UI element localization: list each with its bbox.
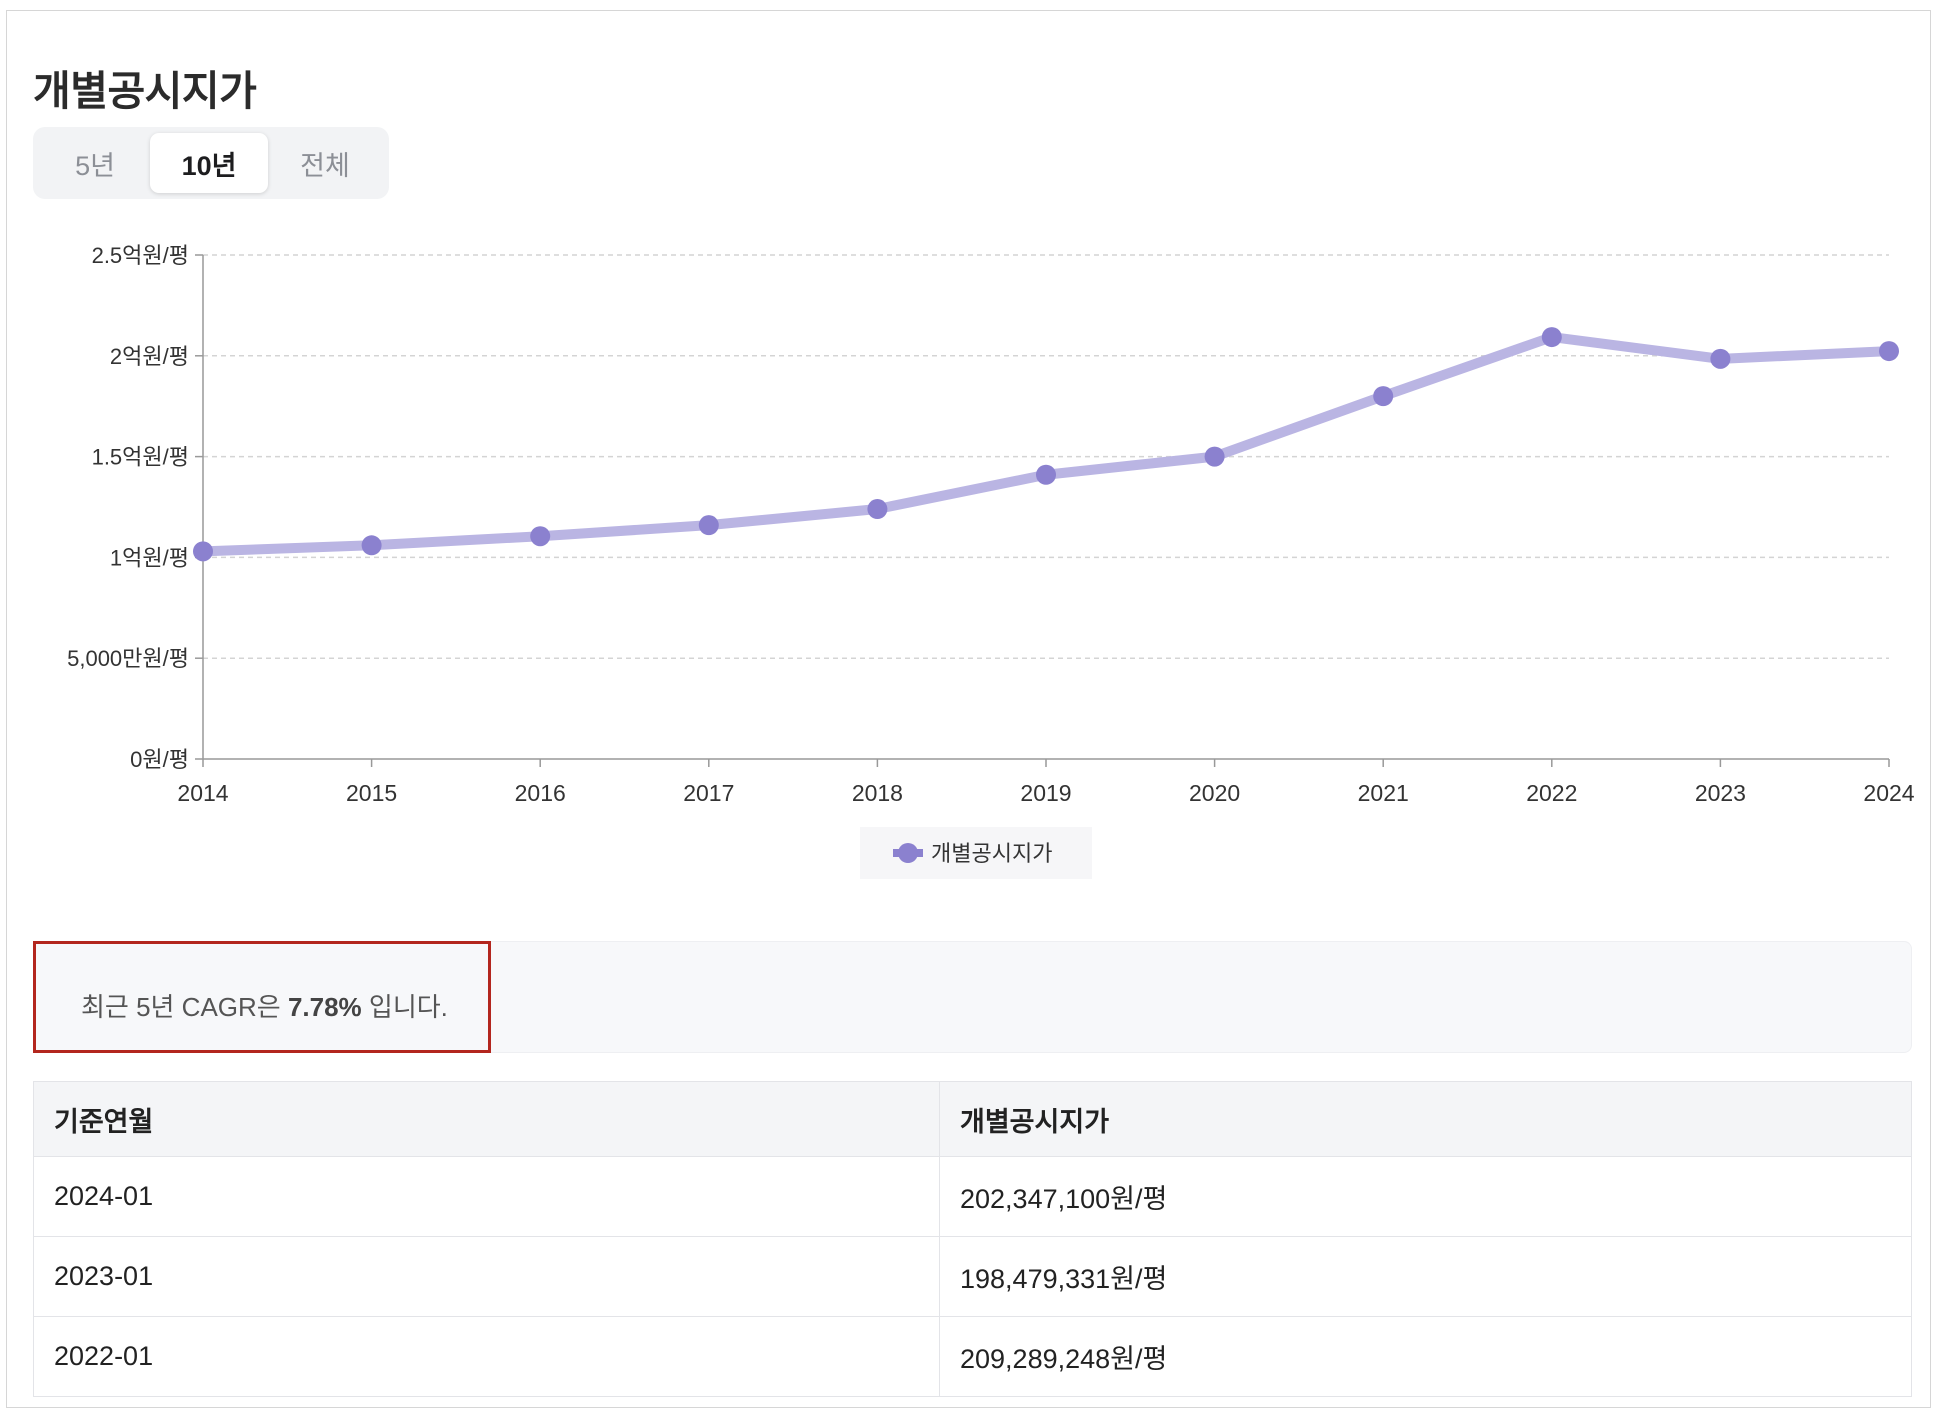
data-point: [530, 526, 551, 547]
y-tick-label: 5,000만원/평: [67, 646, 189, 671]
price-line-chart: 0원/평 5,000만원/평 1억원/평 1.5억원/평 2억원/평 2.5억원/평 201…: [7, 229, 1930, 919]
data-point: [1710, 348, 1731, 369]
cell-date: 2022-01: [33, 1316, 940, 1397]
cagr-highlight-frame: [33, 941, 491, 1053]
period-tabs: 5년 10년 전체: [33, 127, 389, 199]
data-point: [698, 515, 719, 536]
x-tick-label: 2024: [1863, 780, 1914, 806]
x-tick-label: 2023: [1695, 780, 1746, 806]
cell-date: 2024-01: [33, 1156, 940, 1237]
y-tick-label: 2.5억원/평: [92, 243, 189, 268]
x-tick-label: 2019: [1020, 780, 1071, 806]
data-point: [193, 541, 213, 562]
x-tick-label: 2016: [515, 780, 566, 806]
y-tick-label: 1억원/평: [110, 545, 189, 570]
price-history-table: 기준연월 개별공시지가 2024-01 202,347,100원/평 2023-…: [33, 1081, 1912, 1397]
cagr-summary-box: [33, 941, 1912, 1053]
cagr-value: 7.78%: [287, 992, 362, 1022]
data-point: [361, 535, 382, 556]
cagr-suffix: 입니다.: [361, 992, 448, 1022]
cell-price: 202,347,100원/평: [939, 1156, 1912, 1237]
cagr-summary-text: 최근 5년 CAGR은 7.78% 입니다.: [81, 987, 448, 1024]
column-header-date: 기준연월: [33, 1081, 940, 1157]
tab-5-years[interactable]: 5년: [75, 150, 115, 181]
series-line: [198, 332, 1894, 557]
cell-price: 198,479,331원/평: [939, 1236, 1912, 1317]
x-tick-label: 2020: [1189, 780, 1240, 806]
data-point: [1879, 341, 1899, 362]
data-point: [1373, 386, 1394, 407]
land-price-panel: 개별공시지가 5년 10년 전체 0원/평 5,000만원/평 1억원/평 1.5억원…: [6, 10, 1931, 1408]
data-point: [1036, 464, 1056, 485]
legend-label: 개별공시지가: [931, 841, 1052, 866]
column-header-price: 개별공시지가: [939, 1081, 1912, 1157]
data-point: [1204, 446, 1225, 467]
x-tick-label: 2021: [1358, 780, 1409, 806]
y-tick-label: 0원/평: [130, 747, 189, 772]
x-tick-label: 2015: [346, 780, 397, 806]
tab-10-years[interactable]: 10년: [150, 133, 268, 193]
tab-all[interactable]: 전체: [300, 150, 350, 181]
page-title: 개별공시지가: [33, 68, 257, 114]
x-tick-label: 2017: [683, 780, 734, 806]
y-tick-label: 2억원/평: [110, 344, 189, 369]
data-point: [1541, 327, 1562, 348]
data-point: [867, 499, 888, 520]
table-row: 2022-01 209,289,248원/평: [33, 1316, 1912, 1397]
x-tick-label: 2018: [852, 780, 903, 806]
cagr-prefix: 최근 5년 CAGR은: [81, 992, 288, 1022]
table-row: 2024-01 202,347,100원/평: [33, 1156, 1912, 1237]
table-row: 2023-01 198,479,331원/평: [33, 1236, 1912, 1317]
x-tick-label: 2022: [1526, 780, 1577, 806]
legend-marker-swatch: [898, 843, 918, 863]
cell-price: 209,289,248원/평: [939, 1316, 1912, 1397]
x-tick-label: 2014: [177, 780, 228, 806]
cell-date: 2023-01: [33, 1236, 940, 1317]
table-header-row: 기준연월 개별공시지가: [33, 1081, 1912, 1157]
y-tick-label: 1.5억원/평: [92, 445, 189, 470]
